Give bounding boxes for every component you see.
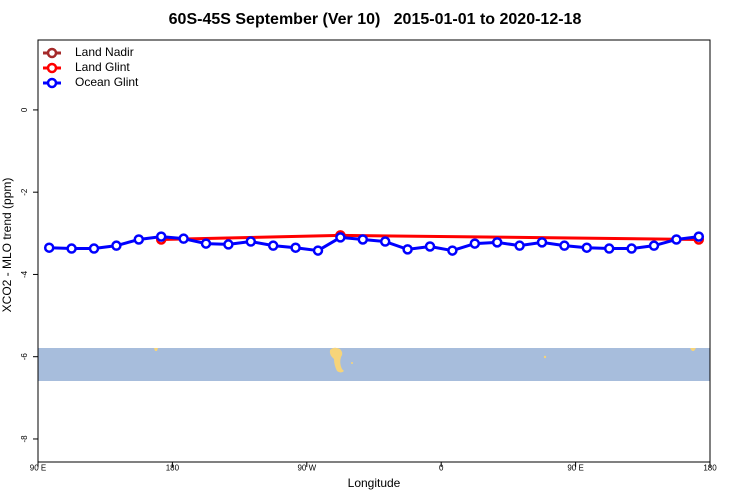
x-tick-label: 90 E	[30, 464, 46, 473]
data-point	[379, 236, 391, 247]
data-point	[267, 240, 279, 251]
y-tick-label: 0	[20, 107, 29, 112]
legend-marker	[46, 47, 58, 59]
data-point	[357, 234, 369, 245]
data-point	[312, 245, 324, 256]
data-point	[626, 243, 637, 254]
x-tick-label: 90 E	[567, 464, 583, 473]
data-point	[603, 243, 615, 254]
legend-label: Land Nadir	[75, 45, 134, 59]
data-point	[514, 240, 525, 251]
x-tick-label: 180	[703, 464, 717, 473]
data-point	[111, 240, 122, 251]
data-point	[671, 234, 682, 245]
map-ocean-band	[38, 348, 710, 381]
data-point	[88, 243, 100, 254]
data-point	[155, 231, 167, 242]
legend-label: Ocean Glint	[75, 75, 139, 89]
legend-marker	[46, 62, 58, 74]
x-tick-label: 0	[439, 464, 444, 473]
legend-marker	[46, 77, 58, 89]
x-tick-label: 180	[166, 464, 180, 473]
y-axis-label: XCO2 - MLO trend (ppm)	[0, 178, 14, 313]
data-point	[335, 232, 346, 243]
data-point	[424, 241, 436, 252]
data-point	[402, 244, 413, 255]
data-point	[581, 242, 593, 253]
data-point	[559, 240, 570, 251]
y-tick-label: -4	[20, 270, 29, 278]
data-point	[648, 240, 660, 251]
plot-frame	[37, 39, 711, 463]
x-tick-label: 90 W	[297, 464, 316, 473]
data-point	[178, 233, 189, 244]
data-point	[66, 243, 77, 254]
map-land	[543, 355, 547, 359]
map-land	[690, 348, 696, 351]
series-line	[161, 233, 699, 241]
y-tick-label: -2	[20, 188, 29, 196]
data-point	[245, 236, 257, 247]
y-tick-label: -6	[20, 353, 29, 361]
data-point	[447, 245, 458, 256]
legend-label: Land Glint	[75, 60, 130, 74]
map-land	[351, 362, 353, 364]
data-point	[223, 239, 234, 250]
data-point	[469, 238, 481, 249]
chart-title: 60S-45S September (Ver 10) 2015-01-01 to…	[169, 11, 582, 28]
data-point	[491, 237, 503, 248]
data-point	[133, 234, 145, 245]
x-axis-label: Longitude	[348, 476, 401, 490]
data-point	[290, 242, 301, 253]
data-point	[43, 242, 55, 253]
y-tick-label: -8	[20, 435, 29, 443]
data-point	[200, 238, 212, 249]
data-point	[536, 237, 548, 248]
data-point	[693, 231, 705, 242]
map-land	[154, 348, 158, 351]
map-land	[329, 347, 344, 373]
